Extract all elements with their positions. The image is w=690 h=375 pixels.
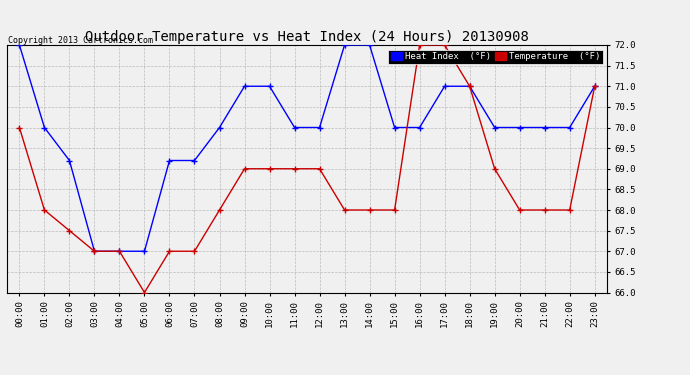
- Text: Copyright 2013 Cartronics.com: Copyright 2013 Cartronics.com: [8, 36, 152, 45]
- Title: Outdoor Temperature vs Heat Index (24 Hours) 20130908: Outdoor Temperature vs Heat Index (24 Ho…: [85, 30, 529, 44]
- Legend: Heat Index  (°F), Temperature  (°F): Heat Index (°F), Temperature (°F): [388, 50, 602, 64]
